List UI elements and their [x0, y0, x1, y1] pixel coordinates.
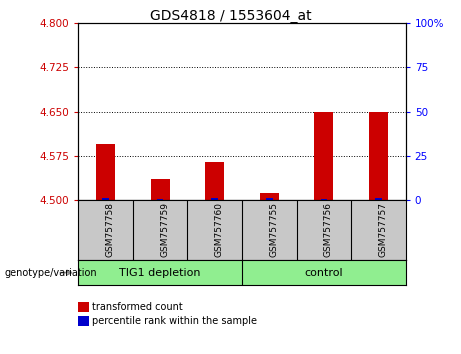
Text: TIG1 depletion: TIG1 depletion: [119, 268, 201, 278]
Text: GSM757759: GSM757759: [160, 202, 169, 257]
Text: GSM757757: GSM757757: [378, 202, 387, 257]
Text: genotype/variation: genotype/variation: [5, 268, 97, 278]
Bar: [205, 162, 225, 200]
Text: control: control: [305, 268, 343, 278]
Bar: [96, 144, 115, 200]
Text: transformed count: transformed count: [92, 302, 183, 312]
Bar: [320, 199, 327, 200]
Bar: [151, 179, 170, 200]
Text: GSM757758: GSM757758: [106, 202, 115, 257]
Bar: [266, 198, 272, 200]
Text: GDS4818 / 1553604_at: GDS4818 / 1553604_at: [150, 9, 311, 23]
Text: GSM757755: GSM757755: [269, 202, 278, 257]
Bar: [314, 112, 333, 200]
Bar: [369, 112, 388, 200]
Text: GSM757756: GSM757756: [324, 202, 333, 257]
Text: percentile rank within the sample: percentile rank within the sample: [92, 316, 257, 326]
Bar: [102, 198, 109, 200]
Bar: [375, 198, 382, 200]
FancyBboxPatch shape: [78, 316, 89, 326]
Bar: [212, 198, 218, 200]
Bar: [260, 193, 279, 200]
FancyBboxPatch shape: [78, 302, 89, 312]
Text: GSM757760: GSM757760: [215, 202, 224, 257]
Bar: [157, 199, 164, 200]
